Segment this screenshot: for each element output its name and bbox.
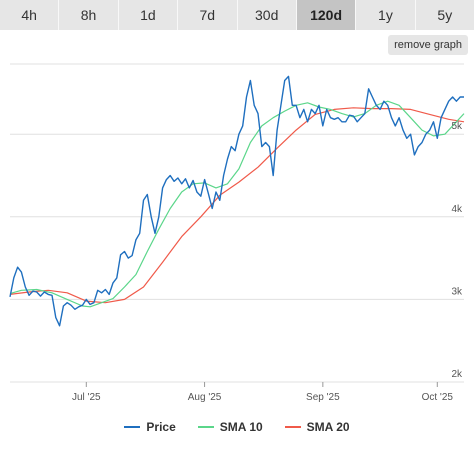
tab-30d[interactable]: 30d — [237, 0, 297, 30]
y-tick-label: 5k — [451, 121, 463, 132]
legend-swatch — [197, 426, 214, 428]
legend-swatch — [284, 426, 301, 428]
x-tick-label: Sep '25 — [306, 392, 340, 403]
tab-7d[interactable]: 7d — [178, 0, 238, 30]
chart-grid — [10, 63, 464, 383]
series-line-sma-10 — [9, 100, 465, 308]
legend-label: SMA 10 — [219, 420, 263, 434]
series-line-price — [9, 75, 464, 327]
legend-label: Price — [146, 420, 176, 434]
tab-8h[interactable]: 8h — [59, 0, 119, 30]
legend-item-sma-10[interactable]: SMA 10 — [197, 420, 263, 434]
chart-legend: Price SMA 10 SMA 20 — [0, 420, 474, 434]
chart-series — [9, 75, 465, 327]
y-tick-label: 2k — [451, 369, 463, 380]
legend-item-price[interactable]: Price — [124, 420, 176, 434]
x-tick-label: Jul '25 — [72, 392, 101, 403]
tab-120d[interactable]: 120d — [296, 0, 357, 30]
tab-1d[interactable]: 1d — [118, 0, 179, 30]
y-axis-ticks: 2k 3k 4k 5k — [451, 121, 463, 380]
remove-graph-button[interactable]: remove graph — [388, 35, 468, 55]
x-tick-label: Aug '25 — [188, 392, 222, 403]
tab-4h[interactable]: 4h — [0, 0, 60, 30]
tab-1y[interactable]: 1y — [356, 0, 416, 30]
y-tick-label: 3k — [451, 286, 463, 297]
legend-label: SMA 20 — [306, 420, 350, 434]
tab-5y[interactable]: 5y — [415, 0, 474, 30]
x-tick-label: Oct '25 — [422, 392, 454, 403]
legend-swatch — [124, 426, 141, 428]
x-axis-ticks: Jul '25 Aug '25 Sep '25 Oct '25 — [72, 382, 453, 403]
series-line-sma-20 — [9, 107, 465, 304]
legend-item-sma-20[interactable]: SMA 20 — [284, 420, 350, 434]
y-tick-label: 4k — [451, 204, 463, 215]
timeframe-tabs: 4h 8h 1d 7d 30d 120d 1y 5y — [0, 0, 474, 30]
